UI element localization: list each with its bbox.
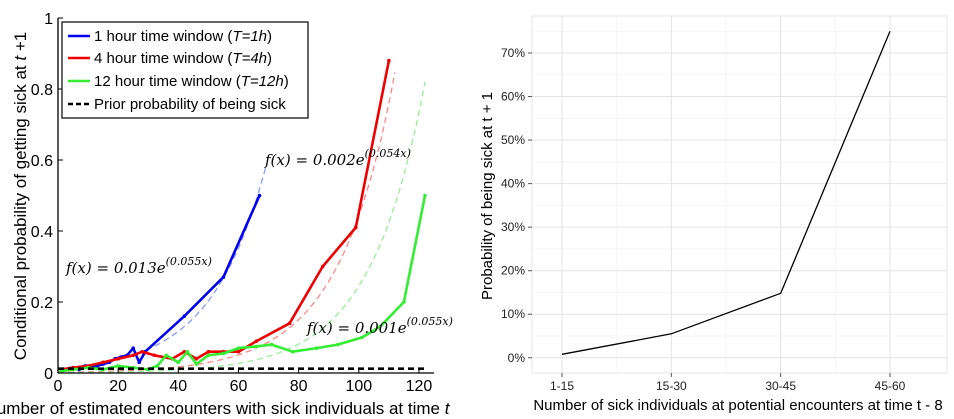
right-y-tick-label: 0% <box>508 351 526 365</box>
legend: 1 hour time window (T=1h) 4 hour time wi… <box>61 21 309 119</box>
series-point-1 <box>387 58 391 63</box>
series-point-0 <box>137 360 142 365</box>
right-y-tick-label: 10% <box>501 307 525 321</box>
right-y-tick-label: 60% <box>501 90 525 104</box>
series-point-2 <box>59 369 63 374</box>
series-point-1 <box>152 353 157 358</box>
left-x-tick-label: 0 <box>54 378 63 395</box>
series-point-2 <box>335 342 340 347</box>
series-point-1 <box>101 360 105 365</box>
fit-annotation-4h: f(x) = 0.002e(0.054x) <box>264 147 411 169</box>
left-x-tick-label: 100 <box>345 378 372 395</box>
series-point-2 <box>290 349 295 354</box>
right-series-line-0 <box>561 30 891 355</box>
right-x-tick-label: 1-15 <box>550 379 574 393</box>
right-y-tick-label: 70% <box>501 46 525 60</box>
series-point-1 <box>353 225 358 230</box>
series-point-1 <box>254 339 259 343</box>
right-plot-panel <box>531 15 948 374</box>
fit-annotation-1h: f(x) = 0.013e(0.055x) <box>65 255 212 277</box>
series-point-2 <box>236 346 241 350</box>
series-point-2 <box>221 351 226 356</box>
left-y-tick-label: 0.4 <box>31 224 53 241</box>
series-point-2 <box>378 325 382 329</box>
legend-label-1h: 1 hour time window (T=1h) <box>94 28 272 45</box>
left-axes <box>57 17 434 374</box>
series-point-0 <box>182 314 187 319</box>
left-x-tick-label: 20 <box>109 378 127 395</box>
left-x-tick-label: 120 <box>406 378 433 395</box>
series-point-1 <box>194 357 199 361</box>
right-grid <box>528 16 947 377</box>
left-y-tick-label: 0 <box>44 366 53 383</box>
series-point-2 <box>164 353 169 358</box>
left-x-tick-label: 40 <box>169 378 187 395</box>
left-x-tick-label: 60 <box>230 378 248 395</box>
right-y-tick-label: 40% <box>501 177 525 191</box>
fit-curve-2 <box>58 81 426 374</box>
right-x-tick-label: 30-45 <box>765 379 796 393</box>
series-line-0 <box>60 194 261 373</box>
series-point-2 <box>185 349 190 354</box>
series-point-2 <box>206 353 211 358</box>
legend-box <box>61 21 309 119</box>
fit-annotation-12h: f(x) = 0.001e(0.055x) <box>306 315 453 337</box>
left-chart: 0 20 40 60 80 100 120 0 0.2 0.4 0.6 0.8 1 Number of … <box>0 11 453 418</box>
legend-label-4h: 4 hour time window (T=4h) <box>94 50 272 67</box>
left-x-tick-label: 80 <box>290 378 308 395</box>
series-point-1 <box>206 349 211 354</box>
left-tick-labels: 0 20 40 60 80 100 120 0 0.2 0.4 0.6 0.8 1 <box>31 11 433 395</box>
series-lines <box>58 58 427 374</box>
series-point-2 <box>155 364 160 368</box>
fit-curve-1 <box>58 72 396 373</box>
series-point-0 <box>257 193 262 198</box>
series-point-2 <box>254 344 259 349</box>
right-x-tick-label: 15-30 <box>656 379 687 393</box>
legend-label-prior: Prior probability of being sick <box>94 96 286 113</box>
series-point-1 <box>320 264 325 269</box>
right-x-tick-label: 45-60 <box>875 379 906 393</box>
series-point-2 <box>314 346 319 350</box>
series-point-2 <box>360 335 364 340</box>
series-point-2 <box>423 193 427 198</box>
right-y-axis-label: Probability of being sick at t + 1 <box>479 92 496 300</box>
series-line-2 <box>60 195 427 373</box>
left-y-tick-label: 0.2 <box>31 295 53 312</box>
series-point-1 <box>116 357 120 361</box>
series-point-1 <box>287 321 292 326</box>
series-point-1 <box>131 353 135 358</box>
series-point-0 <box>131 346 135 350</box>
left-y-axis-label: Conditional probability of getting sick … <box>11 32 30 360</box>
series-point-1 <box>236 349 241 354</box>
series-point-2 <box>402 300 406 304</box>
right-tick-labels: 0% 10% 20% 30% 40% 50% 60% 70% 1-15 15-30 30-45 45-… <box>501 46 906 393</box>
left-y-tick-label: 1 <box>44 11 53 28</box>
right-chart: 0% 10% 20% 30% 40% 50% 60% 70% 1-15 15-30 30-45 45-… <box>479 15 948 414</box>
series-point-1 <box>140 349 145 354</box>
series-point-2 <box>176 360 181 365</box>
right-y-tick-label: 30% <box>501 220 525 234</box>
series-point-0 <box>221 275 226 279</box>
right-x-axis-label: Number of sick individuals at potential … <box>533 397 942 414</box>
right-y-tick-label: 50% <box>501 133 525 147</box>
left-y-tick-label: 0.8 <box>31 82 53 99</box>
left-y-tick-label: 0.6 <box>31 153 53 170</box>
series-point-2 <box>269 342 274 347</box>
series-point-2 <box>116 364 120 368</box>
right-series-line <box>561 30 891 355</box>
series-point-2 <box>194 362 199 366</box>
left-x-axis-label: Number of estimated encounters with sick… <box>0 399 451 418</box>
right-y-tick-label: 20% <box>501 264 525 278</box>
legend-label-12h: 12 hour time window (T=12h) <box>94 73 289 90</box>
